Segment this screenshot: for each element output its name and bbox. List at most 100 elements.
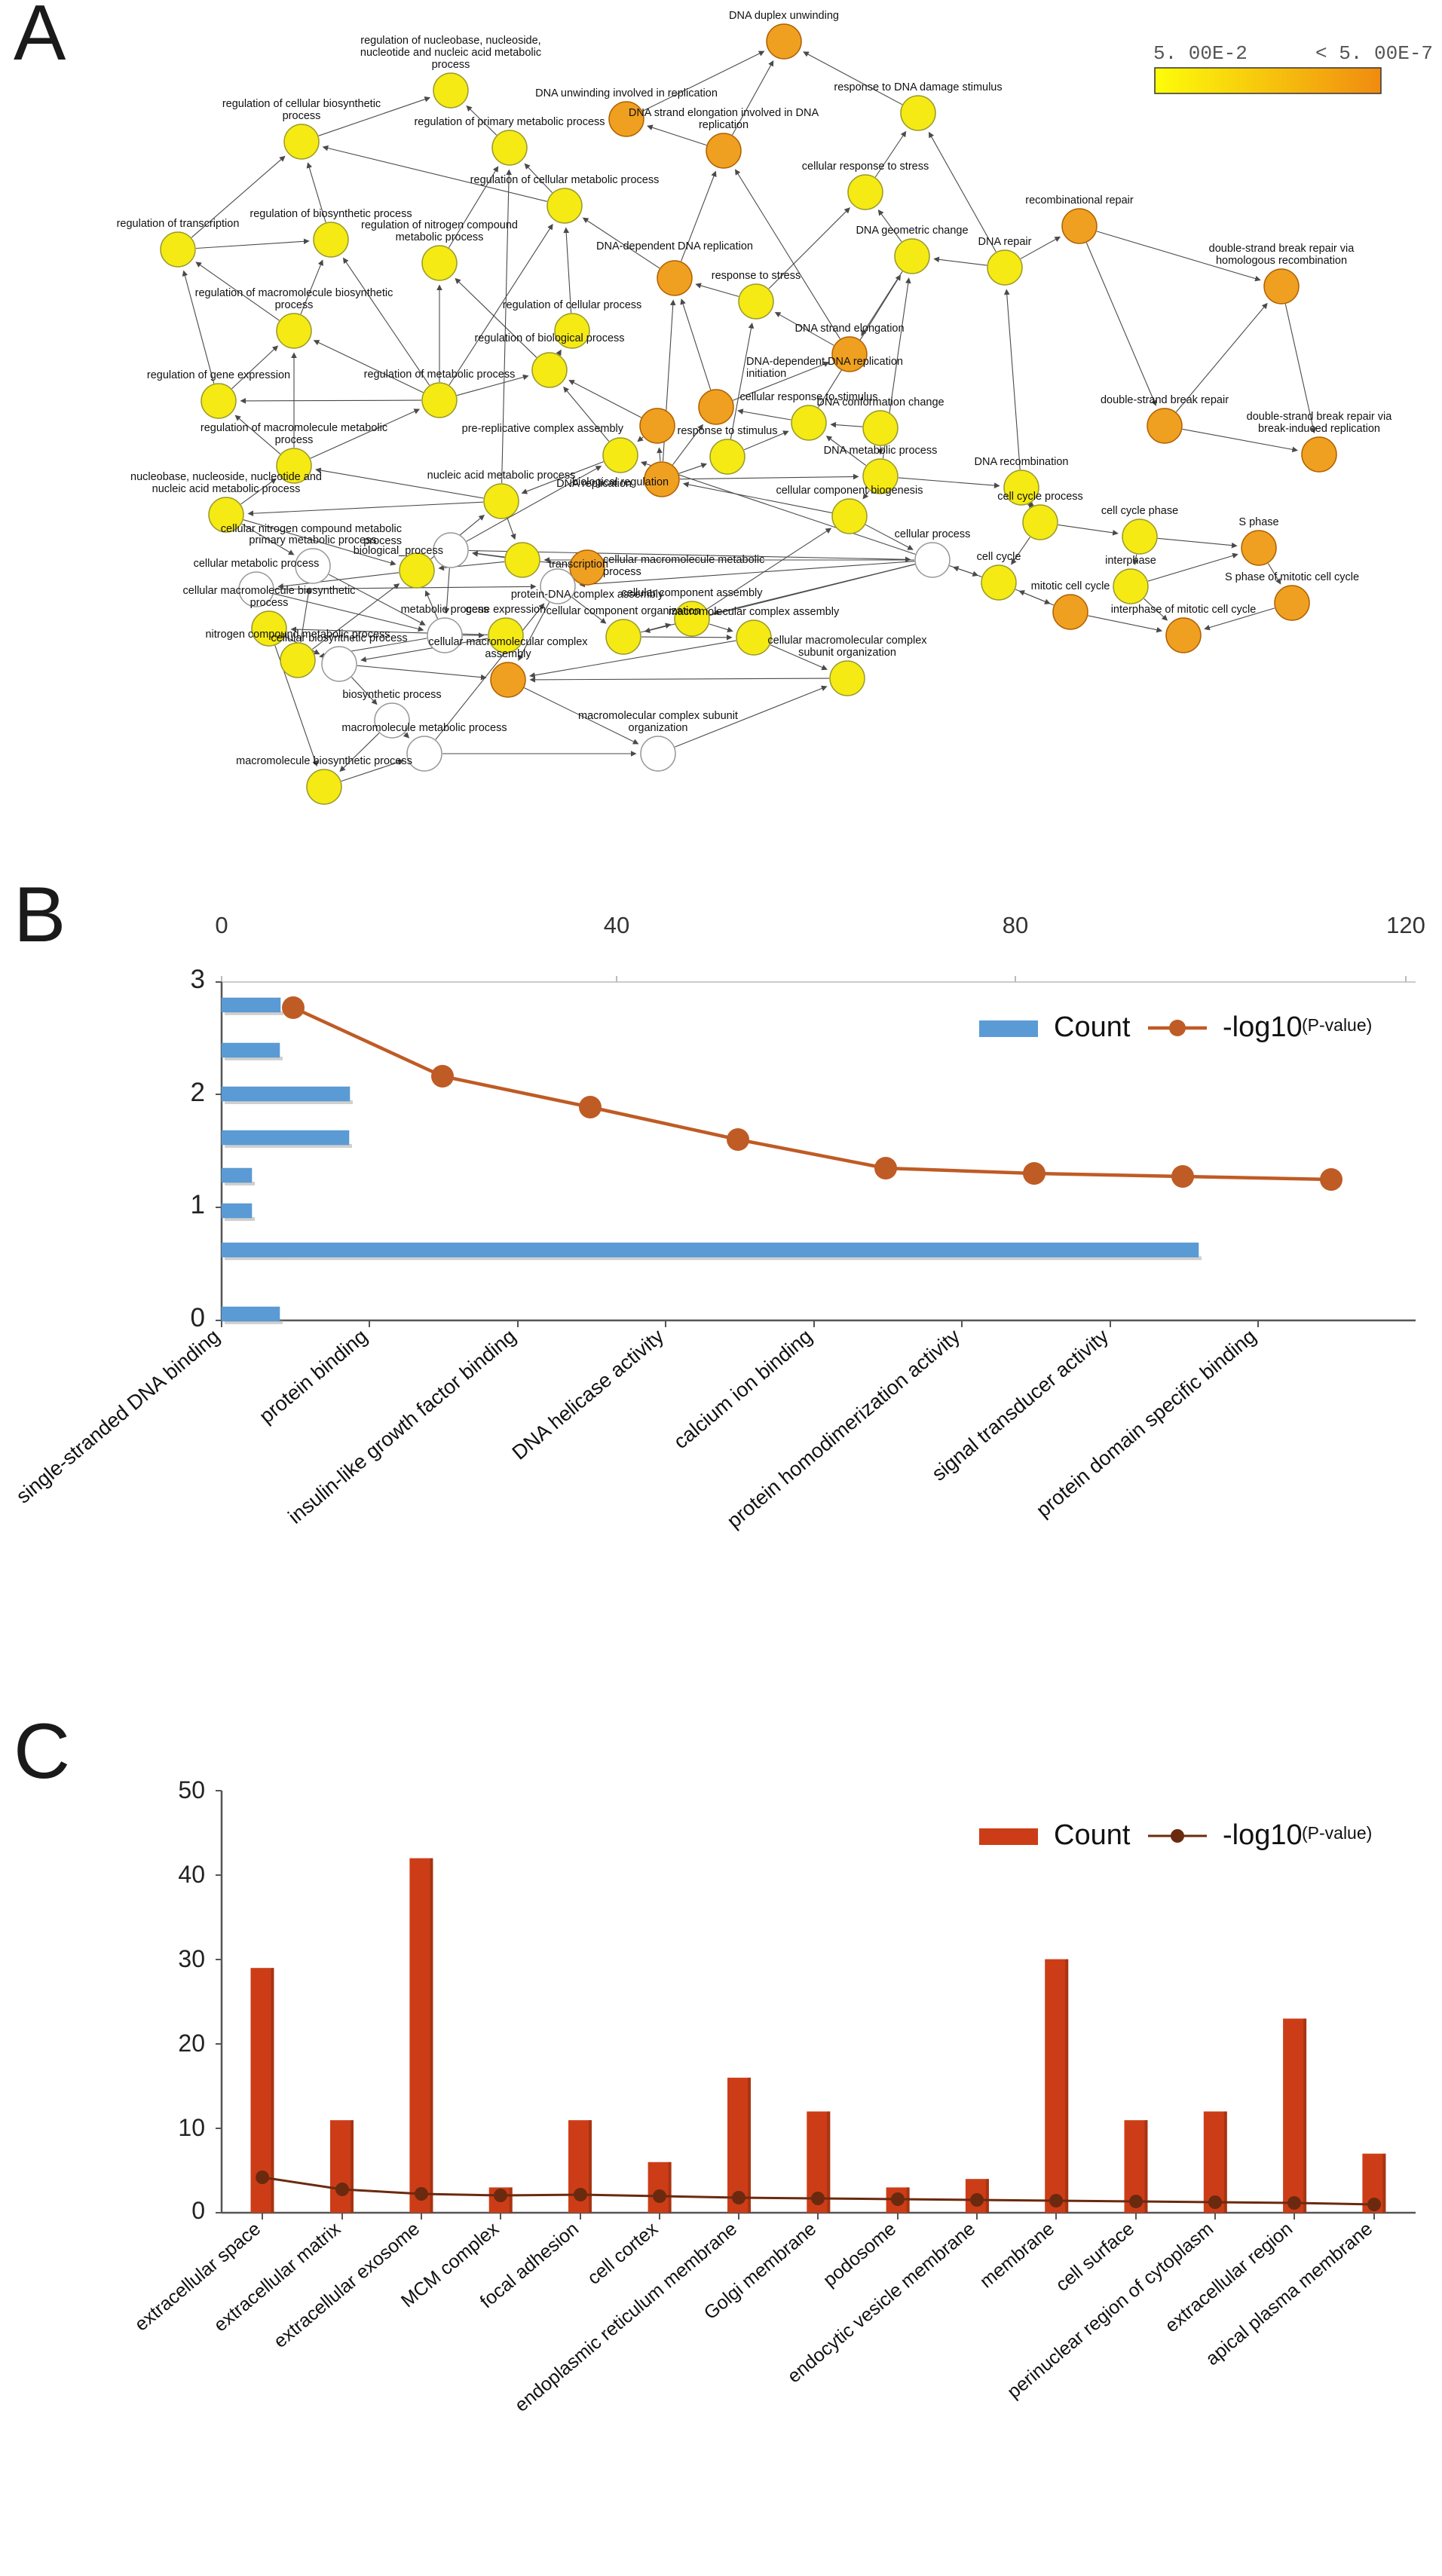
svg-text:Count: Count — [1054, 1011, 1131, 1043]
svg-text:1: 1 — [191, 1190, 205, 1219]
svg-text:20: 20 — [178, 2030, 205, 2057]
svg-text:biosynthetic process: biosynthetic process — [342, 689, 441, 701]
svg-text:metabolic process: metabolic process — [396, 231, 484, 243]
svg-text:DNA strand elongation: DNA strand elongation — [794, 323, 904, 335]
svg-text:cellular macromolecule metabol: cellular macromolecule metabolic — [603, 554, 764, 566]
svg-text:regulation of biosynthetic pro: regulation of biosynthetic process — [250, 208, 412, 220]
svg-text:cellular component biogenesis: cellular component biogenesis — [776, 485, 923, 497]
svg-text:cellular macromolecular comple: cellular macromolecular complex — [767, 635, 927, 647]
svg-text:regulation of nitrogen compoun: regulation of nitrogen compound — [361, 219, 518, 231]
svg-text:process: process — [283, 110, 321, 122]
svg-text:DNA metabolic process: DNA metabolic process — [824, 445, 938, 457]
svg-text:interphase of mitotic cell cyc: interphase of mitotic cell cycle — [1111, 604, 1257, 616]
svg-text:regulation of macromolecule bi: regulation of macromolecule biosynthetic — [195, 287, 393, 299]
svg-text:protein homodimerization activ: protein homodimerization activity — [723, 1324, 965, 1532]
svg-text:regulation of primary metaboli: regulation of primary metabolic process — [414, 116, 605, 128]
svg-text:-log10: -log10 — [1223, 1011, 1303, 1043]
svg-text:replication: replication — [699, 119, 749, 131]
svg-text:nucleotide and nucleic acid me: nucleotide and nucleic acid metabolic — [360, 47, 541, 59]
svg-text:DNA strand elongation involved: DNA strand elongation involved in DNA — [629, 107, 819, 119]
svg-text:recombinational repair: recombinational repair — [1025, 194, 1134, 207]
svg-text:subunit organization: subunit organization — [798, 647, 896, 659]
svg-text:cell cortex: cell cortex — [583, 2218, 663, 2289]
svg-text:DNA-dependent DNA replication: DNA-dependent DNA replication — [746, 356, 903, 368]
svg-text:interphase: interphase — [1105, 555, 1156, 567]
svg-text:regulation of metabolic proces: regulation of metabolic process — [364, 369, 516, 381]
svg-text:process: process — [275, 299, 314, 311]
svg-text:DNA repair: DNA repair — [978, 236, 1032, 248]
svg-text:initiation: initiation — [746, 368, 786, 380]
svg-text:2: 2 — [191, 1078, 205, 1107]
svg-text:single-stranded DNA binding: single-stranded DNA binding — [12, 1325, 224, 1508]
svg-text:cell cycle phase: cell cycle phase — [1101, 505, 1178, 517]
svg-text:regulation of nucleobase, nucl: regulation of nucleobase, nucleoside, — [360, 35, 540, 47]
svg-text:3: 3 — [191, 965, 205, 994]
svg-text:nucleic acid metabolic process: nucleic acid metabolic process — [152, 483, 301, 495]
svg-text:10: 10 — [178, 2114, 205, 2141]
svg-text:response to stress: response to stress — [712, 270, 801, 282]
svg-text:homologous recombination: homologous recombination — [1216, 255, 1347, 267]
svg-text:(P-value): (P-value) — [1302, 1823, 1372, 1843]
svg-text:cellular metabolic process: cellular metabolic process — [194, 558, 320, 570]
svg-text:40: 40 — [178, 1861, 205, 1888]
svg-text:DNA-dependent DNA replication: DNA-dependent DNA replication — [596, 240, 753, 252]
svg-text:50: 50 — [178, 1776, 205, 1804]
svg-text:process: process — [432, 59, 470, 71]
svg-text:cellular macromolecular comple: cellular macromolecular complex — [428, 636, 588, 648]
svg-text:extracellular region: extracellular region — [1161, 2218, 1297, 2336]
svg-text:primary metabolic process: primary metabolic process — [249, 534, 376, 546]
svg-text:membrane: membrane — [976, 2218, 1059, 2292]
svg-text:response to DNA damage stimulu: response to DNA damage stimulus — [834, 81, 1002, 93]
svg-text:nucleobase, nucleoside, nucleo: nucleobase, nucleoside, nucleotide and — [130, 471, 322, 483]
svg-text:cellular biosynthetic process: cellular biosynthetic process — [271, 632, 407, 644]
svg-text:process: process — [275, 434, 314, 446]
svg-text:protein binding: protein binding — [255, 1325, 372, 1428]
svg-text:regulation of transcription: regulation of transcription — [117, 218, 240, 230]
svg-text:macromolecule metabolic proces: macromolecule metabolic process — [341, 722, 507, 734]
svg-text:DNA recombination: DNA recombination — [975, 456, 1069, 468]
svg-text:cellular response to stress: cellular response to stress — [802, 161, 929, 173]
svg-text:cellular macromolecule biosynt: cellular macromolecule biosynthetic — [183, 585, 356, 597]
svg-text:process: process — [603, 566, 641, 578]
svg-text:DNA duplex unwinding: DNA duplex unwinding — [729, 10, 839, 22]
svg-text:regulation of biological proce: regulation of biological process — [474, 332, 624, 344]
svg-text:double-strand break repair via: double-strand break repair via — [1247, 411, 1393, 423]
svg-text:regulation of cellular metabol: regulation of cellular metabolic process — [470, 174, 660, 186]
svg-text:0: 0 — [191, 2197, 205, 2224]
svg-text:regulation of gene expression: regulation of gene expression — [147, 369, 290, 381]
svg-text:cell cycle: cell cycle — [977, 551, 1021, 563]
svg-text:response to stimulus: response to stimulus — [678, 425, 778, 437]
svg-text:(P-value): (P-value) — [1302, 1015, 1372, 1035]
svg-text:mitotic cell cycle: mitotic cell cycle — [1031, 580, 1110, 592]
svg-text:120: 120 — [1386, 912, 1425, 938]
svg-text:extracellular exosome: extracellular exosome — [270, 2218, 424, 2352]
svg-text:DNA conformation change: DNA conformation change — [816, 396, 944, 408]
svg-text:nucleic acid metabolic process: nucleic acid metabolic process — [427, 470, 576, 482]
svg-text:0: 0 — [191, 1303, 205, 1332]
svg-text:process: process — [250, 597, 289, 609]
svg-text:cellular nitrogen compound met: cellular nitrogen compound metabolic — [221, 523, 402, 535]
svg-text:double-strand break repair via: double-strand break repair via — [1209, 243, 1355, 255]
svg-text:gene expression: gene expression — [466, 604, 546, 616]
svg-text:S phase of mitotic cell cycle: S phase of mitotic cell cycle — [1225, 571, 1359, 583]
svg-text:cellular process: cellular process — [895, 528, 971, 540]
svg-text:regulation of cellular biosynt: regulation of cellular biosynthetic — [222, 98, 381, 110]
svg-text:S phase: S phase — [1238, 516, 1278, 528]
svg-text:regulation of cellular process: regulation of cellular process — [503, 299, 642, 311]
svg-text:transcription: transcription — [549, 558, 608, 571]
svg-text:30: 30 — [178, 1945, 205, 1972]
svg-text:pre-replicative complex assemb: pre-replicative complex assembly — [462, 423, 624, 435]
svg-text:cellular component assembly: cellular component assembly — [622, 587, 764, 599]
svg-text:DNA geometric change: DNA geometric change — [856, 225, 968, 237]
svg-text:macromolecular complex subunit: macromolecular complex subunit — [578, 710, 738, 722]
svg-text:macromolecular complex assembl: macromolecular complex assembly — [669, 606, 840, 618]
svg-text:DNA helicase activity: DNA helicase activity — [508, 1324, 669, 1464]
svg-text:80: 80 — [1003, 912, 1028, 938]
svg-text:insulin-like growth factor bin: insulin-like growth factor binding — [284, 1325, 521, 1528]
svg-text:assembly: assembly — [485, 648, 531, 660]
svg-text:break-induced replication: break-induced replication — [1258, 423, 1380, 435]
svg-text:-log10: -log10 — [1223, 1819, 1303, 1851]
svg-text:double-strand break repair: double-strand break repair — [1101, 394, 1229, 406]
svg-text:calcium ion binding: calcium ion binding — [669, 1325, 816, 1454]
svg-text:Count: Count — [1054, 1819, 1131, 1851]
